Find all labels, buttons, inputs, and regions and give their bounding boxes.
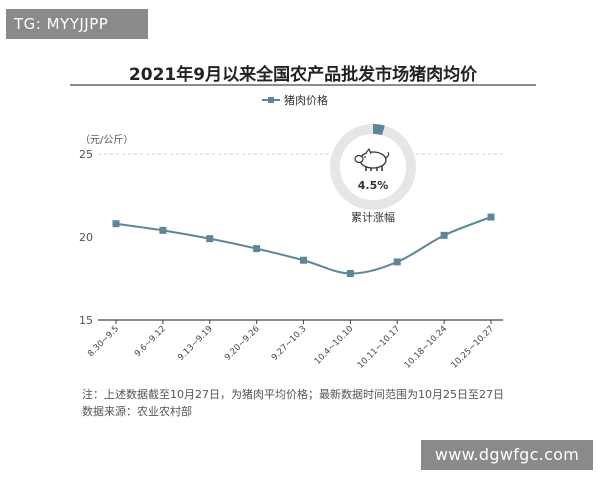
x-tick-label: 10.25~10.27: [450, 324, 497, 371]
x-tick-label: 9.27~10.3: [270, 324, 309, 363]
y-tick-label: 25: [79, 148, 93, 161]
badge-label: 累计涨幅: [351, 211, 395, 224]
x-tick-label: 10.18~10.24: [403, 324, 450, 371]
y-tick-label: 15: [79, 314, 93, 327]
x-tick-label: 9.13~9.19: [176, 324, 215, 363]
legend-label: 猪肉价格: [284, 94, 328, 107]
data-point: [346, 270, 354, 278]
title-divider: [70, 84, 536, 86]
x-tick-label: 9.6~9.12: [133, 324, 168, 359]
watermark-top-left: TG: MYYJJPP: [6, 9, 148, 39]
legend-swatch: [262, 95, 280, 105]
data-point: [206, 235, 214, 243]
data-point: [112, 220, 120, 228]
axis-layer: 15 20 25 8.30~9.5 9.6~9.12 9.13~9.19 9.20~9.26…: [79, 148, 503, 371]
y-tick-label: 20: [79, 231, 93, 244]
data-point: [253, 245, 261, 253]
series-layer: [112, 213, 495, 278]
growth-badge: 4.5% 累计涨幅: [330, 123, 416, 224]
legend: 猪肉价格: [262, 92, 328, 108]
source-text: 数据来源：农业农村部: [82, 405, 192, 418]
watermark-bottom-right: www.dgwfgc.com: [421, 440, 593, 470]
x-tick-label: 8.30~9.5: [86, 324, 121, 359]
data-point: [440, 231, 448, 239]
x-tick-label: 10.11~10.17: [356, 324, 403, 371]
badge-ring-progress: [373, 123, 385, 136]
data-point: [300, 256, 307, 264]
note-text: 注：上述数据截至10月27日，为猪肉平均价格；最新数据时间范围为10月25日至2…: [82, 388, 504, 401]
footnotes: 注：上述数据截至10月27日，为猪肉平均价格；最新数据时间范围为10月25日至2…: [82, 386, 522, 420]
x-tick-label: 9.20~9.26: [223, 324, 262, 363]
y-axis-label: （元/公斤）: [80, 134, 133, 146]
data-point: [487, 213, 495, 221]
data-point: [393, 258, 401, 266]
pig-icon: [354, 147, 390, 171]
badge-value: 4.5%: [358, 179, 389, 192]
chart-title: 2021年9月以来全国农产品批发市场猪肉均价: [128, 65, 478, 85]
x-tick-label: 10.4~10.10: [313, 324, 356, 367]
series-line: [115, 216, 492, 275]
data-point: [159, 226, 167, 234]
